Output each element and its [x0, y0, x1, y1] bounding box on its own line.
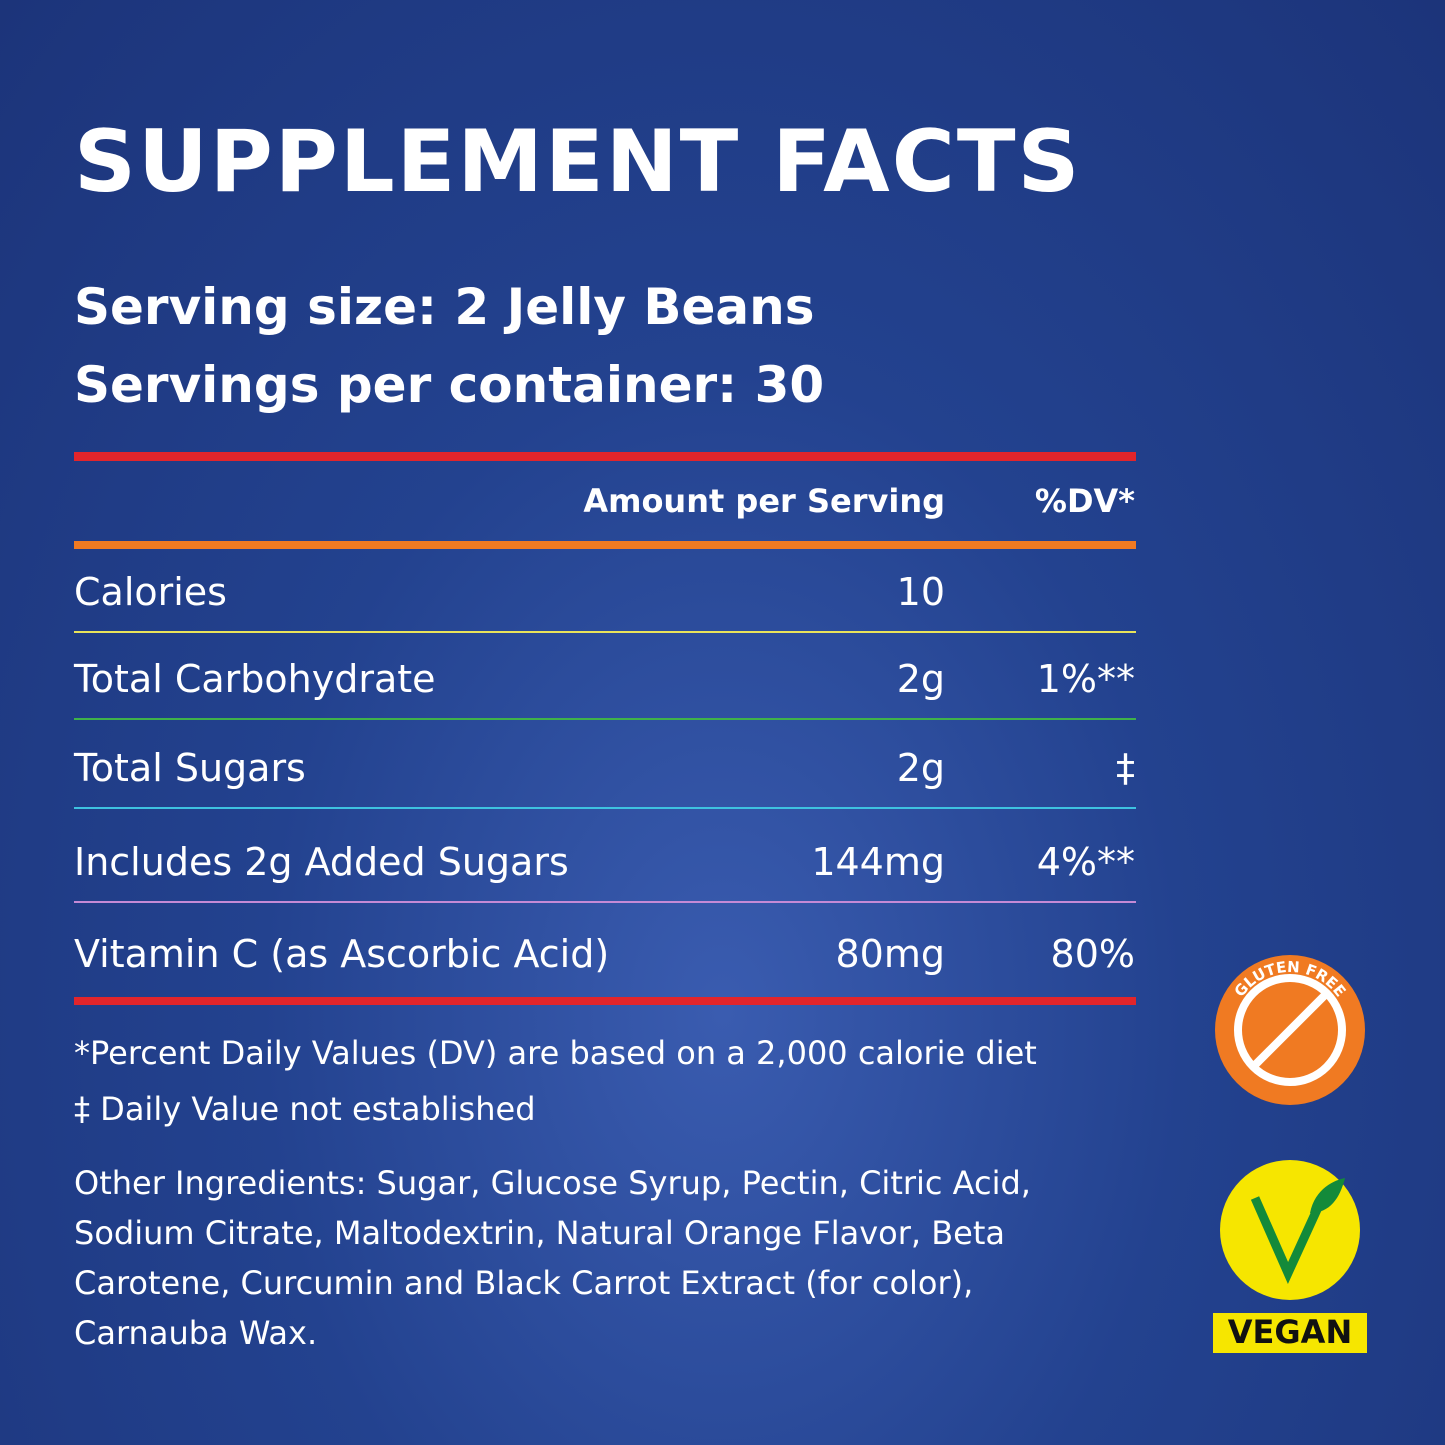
note: *Percent Daily Values (DV) are based on … [74, 1034, 1037, 1072]
servings-per-container: Servings per container: 30 [74, 356, 825, 414]
rule [74, 631, 1136, 633]
cell: 80mg [835, 932, 946, 976]
rule [74, 997, 1136, 1005]
cell: 2g [896, 657, 945, 701]
ingredients: Other Ingredients: Sugar, Glucose Syrup,… [74, 1164, 1031, 1352]
rule [74, 807, 1136, 809]
column-header: Amount per Serving [583, 482, 945, 520]
title: SUPPLEMENT FACTS [74, 112, 1082, 212]
cell: ‡ [1116, 746, 1135, 790]
cell: Total Carbohydrate [74, 657, 436, 701]
cell: 80% [1050, 932, 1135, 976]
cell: Includes 2g Added Sugars [74, 840, 569, 884]
rule [74, 718, 1136, 720]
rule [74, 901, 1136, 903]
cell: Vitamin C (as Ascorbic Acid) [74, 932, 610, 976]
gluten-free-badge: GLUTEN FREE [1215, 955, 1365, 1105]
vegan-badge: VEGAN [1213, 1160, 1367, 1353]
rule [74, 452, 1136, 461]
cell: 2g [896, 746, 945, 790]
badge-label: VEGAN [1228, 1313, 1352, 1351]
rule [74, 541, 1136, 549]
cell: 144mg [811, 840, 945, 884]
cell: 1%** [1036, 657, 1135, 701]
serving-size: Serving size: 2 Jelly Beans [74, 278, 815, 336]
cell: 4%** [1036, 840, 1135, 884]
cell: Total Sugars [74, 746, 306, 790]
cell: Calories [74, 570, 227, 614]
note: ‡ Daily Value not established [74, 1090, 536, 1128]
column-header: %DV* [1034, 482, 1135, 520]
cell: 10 [896, 570, 945, 614]
